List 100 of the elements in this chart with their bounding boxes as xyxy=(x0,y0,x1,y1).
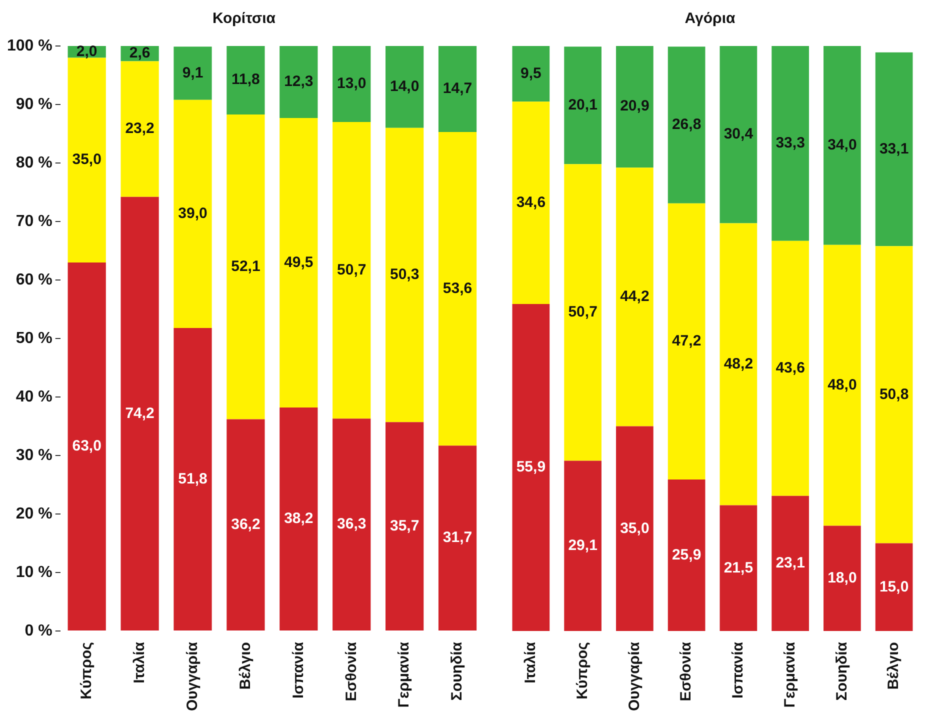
data-label: 31,7 xyxy=(442,529,472,546)
bar xyxy=(386,46,424,128)
bar xyxy=(720,46,758,224)
x-tick-label: Βέλγιο xyxy=(885,642,902,690)
data-label: 50,8 xyxy=(879,386,909,403)
y-tick-label: 50 % xyxy=(16,330,52,347)
bar xyxy=(280,46,318,118)
x-tick-label: Εσθονία xyxy=(342,641,360,702)
chart-title: Αγόρια xyxy=(684,10,736,28)
x-tick-label: Ουγγαρία xyxy=(626,641,643,712)
bar xyxy=(512,304,550,632)
bar xyxy=(564,164,602,461)
x-tick-label: Ουγγαρία xyxy=(184,641,201,712)
bar xyxy=(875,52,913,246)
data-label: 30,4 xyxy=(724,125,754,142)
bar xyxy=(616,426,654,632)
data-label: 2,6 xyxy=(129,44,150,62)
bar xyxy=(720,505,758,632)
data-label: 50,7 xyxy=(337,262,366,278)
bar xyxy=(386,422,424,631)
bar xyxy=(668,46,706,204)
bar xyxy=(616,46,654,168)
data-label: 36,2 xyxy=(231,516,260,534)
bar xyxy=(280,408,318,631)
data-label: 35,0 xyxy=(72,151,102,168)
data-label: 63,0 xyxy=(72,438,102,455)
data-label: 52,1 xyxy=(231,258,260,275)
x-tick-label: Εσθονία xyxy=(678,641,695,702)
x-tick-label: Κύπρος xyxy=(574,642,591,700)
data-label: 23,2 xyxy=(125,120,154,138)
data-label: 29,1 xyxy=(568,537,598,554)
y-tick-label: 30 % xyxy=(16,446,52,464)
bar xyxy=(564,460,602,632)
data-label: 51,8 xyxy=(178,470,208,488)
bar xyxy=(438,132,477,446)
bar xyxy=(668,480,706,632)
bar xyxy=(512,102,550,304)
x-tick-label: Ιταλία xyxy=(522,641,540,684)
bar xyxy=(824,244,861,526)
x-tick-label: Γερμανία xyxy=(396,641,413,708)
bar xyxy=(720,223,758,506)
bar xyxy=(174,328,212,631)
bar xyxy=(438,446,477,631)
y-tick-label: 70 % xyxy=(16,212,52,230)
data-label: 9,5 xyxy=(520,64,542,82)
data-label: 20,1 xyxy=(568,96,598,114)
bar xyxy=(564,46,602,164)
chart-title: Κορίτσια xyxy=(212,10,276,28)
x-tick-label: Γερμανία xyxy=(781,641,798,708)
data-label: 55,9 xyxy=(516,458,546,476)
bar xyxy=(512,46,550,102)
data-label: 14,0 xyxy=(390,78,420,96)
data-label: 12,3 xyxy=(284,73,314,90)
bar xyxy=(120,61,159,197)
bar xyxy=(875,246,913,544)
bar xyxy=(772,46,809,241)
data-label: 25,9 xyxy=(672,546,702,564)
y-tick-label: 100 % xyxy=(6,37,52,54)
y-tick-label: 60 % xyxy=(16,271,52,288)
data-label: 50,7 xyxy=(568,304,598,321)
data-label: 33,1 xyxy=(879,140,909,158)
data-label: 2,0 xyxy=(76,42,98,60)
data-label: 48,2 xyxy=(724,355,754,372)
data-label: 50,3 xyxy=(390,266,420,284)
data-label: 39,0 xyxy=(178,205,208,222)
bar xyxy=(226,114,265,420)
data-label: 43,6 xyxy=(776,359,805,376)
data-label: 21,5 xyxy=(724,559,754,576)
data-label: 35,7 xyxy=(390,517,420,534)
data-label: 9,1 xyxy=(182,64,204,82)
data-label: 38,2 xyxy=(284,510,314,528)
data-label: 20,9 xyxy=(620,98,650,115)
data-label: 23,1 xyxy=(776,554,805,572)
y-tick-label: 0 % xyxy=(24,622,52,640)
bar xyxy=(332,418,371,631)
data-label: 53,6 xyxy=(442,280,472,297)
bar xyxy=(68,262,106,631)
bar xyxy=(120,196,159,631)
data-label: 33,3 xyxy=(776,134,805,152)
x-tick-label: Σουηδία xyxy=(833,641,850,701)
bar xyxy=(332,122,371,419)
data-label: 34,6 xyxy=(516,194,546,211)
y-tick-label: 40 % xyxy=(16,388,52,406)
data-label: 18,0 xyxy=(828,570,857,587)
bar xyxy=(875,543,913,632)
data-label: 74,2 xyxy=(125,404,154,422)
bar xyxy=(616,168,654,426)
data-label: 49,5 xyxy=(284,254,314,271)
bar xyxy=(772,496,809,632)
data-label: 15,0 xyxy=(879,578,909,596)
x-tick-label: Ισπανία xyxy=(730,641,747,698)
x-tick-label: Ιταλία xyxy=(130,641,148,684)
bar xyxy=(68,58,106,262)
data-label: 36,3 xyxy=(337,516,366,533)
bar xyxy=(174,46,212,100)
data-label: 48,0 xyxy=(828,376,857,394)
data-label: 34,0 xyxy=(828,136,857,154)
y-tick-label: 10 % xyxy=(16,564,52,581)
bar xyxy=(386,128,424,422)
x-tick-label: Ισπανία xyxy=(290,641,307,698)
